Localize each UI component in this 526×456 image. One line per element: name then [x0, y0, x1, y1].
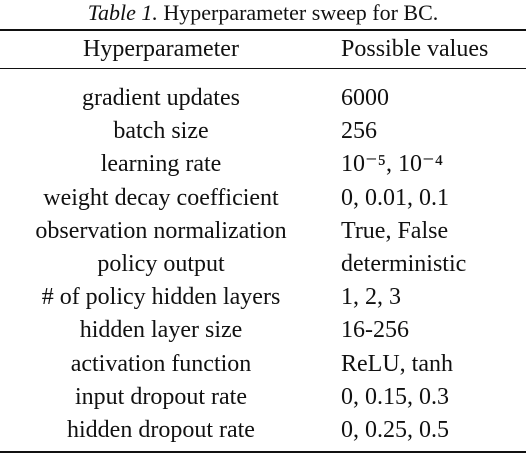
table-row: hidden layer size 16-256: [0, 314, 526, 347]
param-cell: input dropout rate: [75, 383, 247, 410]
value-cell: 0, 0.15, 0.3: [341, 383, 449, 410]
table-row: batch size 256: [0, 115, 526, 148]
value-cell: deterministic: [341, 250, 467, 277]
value-cell: True, False: [341, 217, 449, 244]
value-cell: 0, 0.25, 0.5: [341, 416, 449, 443]
table-caption-text: Hyperparameter sweep for BC.: [163, 0, 439, 25]
param-cell: hidden dropout rate: [67, 416, 255, 443]
param-cell: policy output: [97, 250, 225, 277]
param-cell: observation normalization: [35, 217, 287, 244]
param-cell: gradient updates: [82, 85, 240, 111]
table-number: Table 1.: [87, 0, 158, 25]
table-row: activation function ReLU, tanh: [0, 348, 526, 381]
value-cell: ReLU, tanh: [341, 350, 453, 377]
param-cell: batch size: [113, 118, 209, 145]
top-rule: [0, 29, 526, 31]
param-cell: learning rate: [100, 151, 222, 178]
table-row: # of policy hidden layers 1, 2, 3: [0, 281, 526, 314]
header-rule: [0, 68, 526, 69]
header-possible-values: Possible values: [341, 36, 489, 62]
value-cell: 16-256: [341, 317, 409, 344]
table-row: hidden dropout rate 0, 0.25, 0.5: [0, 414, 526, 447]
table-caption: Table 1. Hyperparameter sweep for BC.: [0, 2, 526, 24]
param-cell: weight decay coefficient: [43, 184, 279, 211]
value-cell: 256: [341, 118, 377, 145]
value-cell: 10⁻⁵, 10⁻⁴: [341, 151, 444, 178]
table-row: weight decay coefficient 0, 0.01, 0.1: [0, 182, 526, 215]
param-cell: activation function: [70, 350, 252, 377]
param-cell: # of policy hidden layers: [41, 284, 281, 311]
table-row: policy output deterministic: [0, 248, 526, 281]
value-cell: 0, 0.01, 0.1: [341, 184, 449, 211]
value-cell: 1, 2, 3: [341, 284, 401, 311]
table-row: gradient updates 6000: [0, 82, 526, 115]
bottom-rule: [0, 451, 526, 453]
table-body: gradient updates 6000 batch size 256 lea…: [0, 82, 526, 447]
table-row: input dropout rate 0, 0.15, 0.3: [0, 381, 526, 414]
header-hyperparameter: Hyperparameter: [83, 36, 239, 62]
table-row: learning rate 10⁻⁵, 10⁻⁴: [0, 148, 526, 181]
param-cell: hidden layer size: [79, 317, 243, 344]
value-cell: 6000: [341, 85, 389, 111]
table-row: observation normalization True, False: [0, 215, 526, 248]
